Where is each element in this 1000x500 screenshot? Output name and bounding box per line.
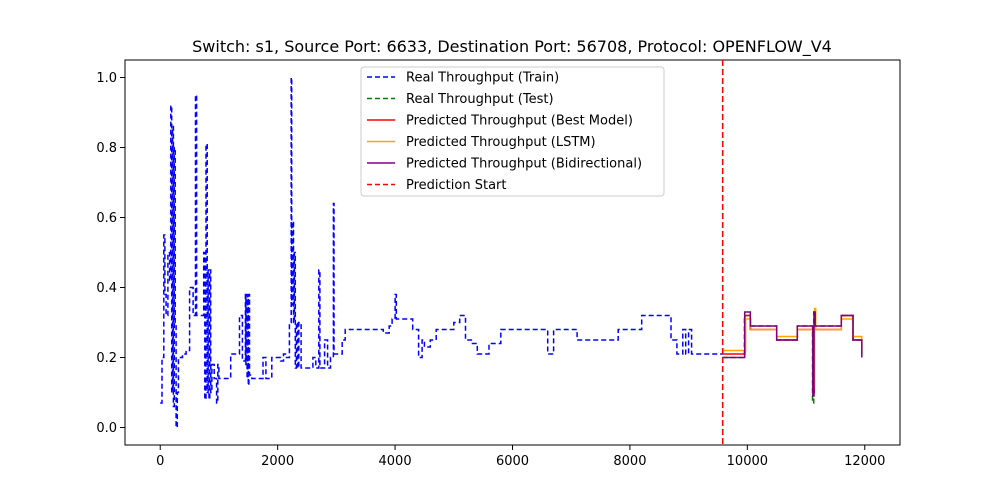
legend-label: Real Throughput (Test) <box>406 92 554 107</box>
y-tick-label: 0.8 <box>96 141 117 156</box>
x-tick-label: 4000 <box>379 454 412 469</box>
x-tick-label: 6000 <box>496 454 529 469</box>
series-line-5 <box>722 311 863 397</box>
x-tick-label: 2000 <box>261 454 294 469</box>
x-axis: 0 2000 4000 6000 8000 10000 12000 <box>156 445 885 469</box>
y-tick-label: 0.0 <box>96 421 117 436</box>
y-axis: 0.0 0.2 0.4 0.6 0.8 1.0 <box>96 71 125 436</box>
y-tick-label: 1.0 <box>96 71 117 86</box>
x-tick-label: 12000 <box>844 454 885 469</box>
legend: Real Throughput (Train) Real Throughput (… <box>360 66 665 197</box>
legend-label: Real Throughput (Train) <box>406 71 559 86</box>
y-tick-label: 0.6 <box>96 211 117 226</box>
legend-label: Predicted Throughput (LSTM) <box>406 135 596 150</box>
chart-title: Switch: s1, Source Port: 6633, Destinati… <box>192 37 832 57</box>
x-tick-label: 10000 <box>727 454 768 469</box>
y-tick-label: 0.2 <box>96 351 117 366</box>
legend-label: Predicted Throughput (Bidirectional) <box>406 157 642 172</box>
legend-box <box>360 66 665 197</box>
x-tick-label: 0 <box>156 454 164 469</box>
legend-entries: Real Throughput (Train) Real Throughput (… <box>367 71 642 193</box>
legend-label: Predicted Throughput (Best Model) <box>406 114 633 129</box>
series-layer <box>160 76 863 429</box>
y-tick-label: 0.4 <box>96 281 117 296</box>
legend-label: Prediction Start <box>406 178 506 193</box>
x-tick-label: 8000 <box>613 454 646 469</box>
series-line-1 <box>160 76 723 429</box>
